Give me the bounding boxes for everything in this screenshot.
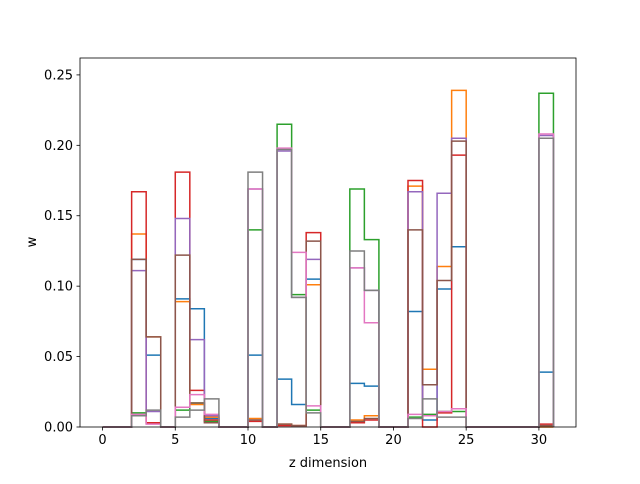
y-tick-label: 0.15 — [44, 209, 73, 224]
y-tick-label: 0.10 — [44, 280, 73, 295]
x-tick-label: 25 — [458, 433, 475, 448]
x-tick-label: 0 — [98, 433, 106, 448]
x-axis-label: z dimension — [289, 456, 367, 471]
y-axis-label: w — [25, 236, 40, 247]
x-tick-label: 20 — [385, 433, 402, 448]
y-tick-label: 0.20 — [44, 139, 73, 154]
series-7-step-line — [102, 133, 555, 428]
y-tick-label: 0.05 — [44, 350, 73, 365]
y-tick-label: 0.00 — [44, 421, 73, 436]
y-tick-label: 0.25 — [44, 68, 73, 83]
x-tick-label: 5 — [171, 433, 179, 448]
series-8-step-line — [102, 137, 555, 428]
plot-frame — [79, 57, 577, 428]
series-6-step-line — [102, 140, 555, 428]
x-tick-label: 30 — [531, 433, 548, 448]
series-layer — [102, 89, 555, 428]
x-tick-label: 15 — [312, 433, 329, 448]
x-tick-label: 10 — [240, 433, 257, 448]
axes-layer: 0 5 10 15 20 25 30 0.00 0.05 0.10 0.15 0.20 0.25 — [44, 57, 577, 448]
